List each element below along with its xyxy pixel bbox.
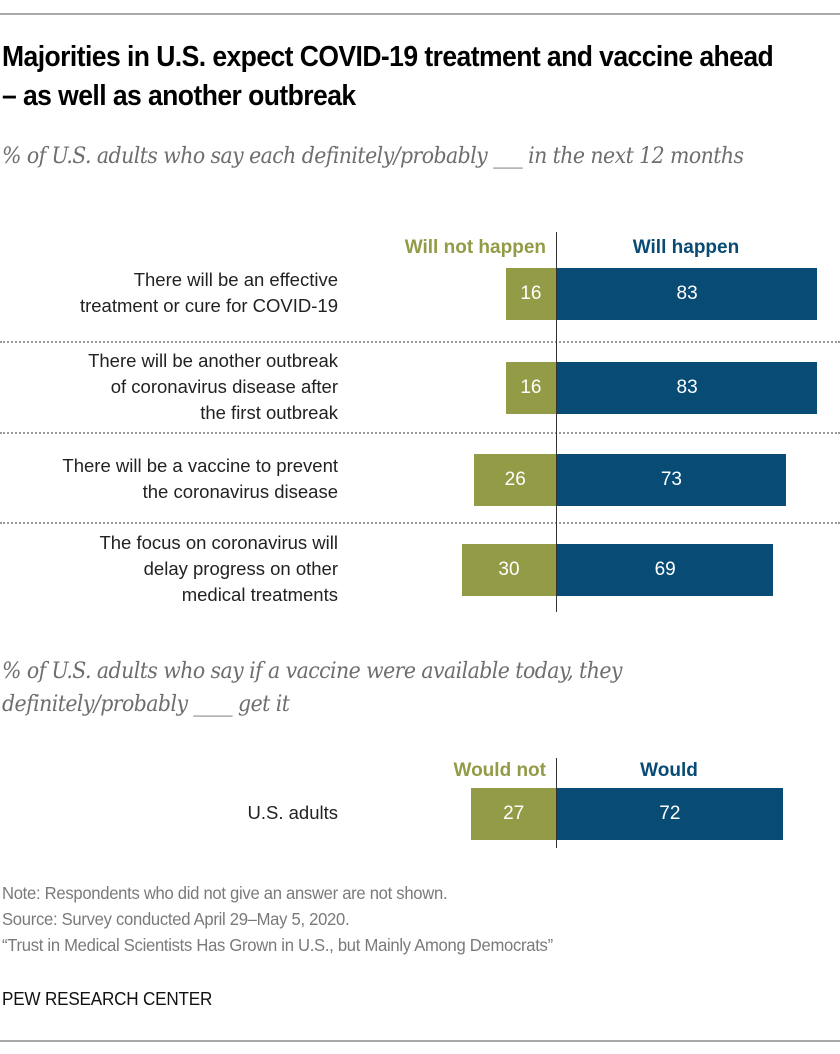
source-text: Source: Survey conducted April 29–May 5,… — [2, 909, 350, 929]
row-label: There will be another outbreak of coronav… — [0, 348, 338, 426]
chart-2-subtitle: % of U.S. adults who say if a vaccine we… — [2, 659, 622, 717]
diverging-bar-chart-vaccine-uptake: Would not Would U.S. adults 27 72 — [0, 758, 783, 848]
row-label-line: U.S. adults — [247, 802, 339, 823]
row-label-line: There will be another outbreak — [88, 350, 338, 371]
data-label-positive: 73 — [660, 469, 682, 490]
note-text: Note: Respondents who did not give an an… — [2, 883, 448, 903]
bar-negative: 27 — [471, 788, 556, 840]
data-label-negative: 27 — [503, 803, 525, 824]
bar-negative: 30 — [461, 544, 556, 596]
legend-would: Would — [640, 760, 698, 781]
row-divider — [0, 522, 840, 524]
data-label-positive: 83 — [676, 377, 698, 398]
bar-negative: 16 — [505, 268, 556, 320]
row-label-line: medical treatments — [181, 584, 338, 605]
data-label-negative: 30 — [498, 559, 520, 580]
report-title-text: “Trust in Medical Scientists Has Grown i… — [2, 935, 553, 955]
data-label-positive: 69 — [654, 559, 676, 580]
row-label: There will be a vaccine to prevent the co… — [0, 453, 338, 505]
pew-research-center-logo: PEW RESEARCH CENTER — [2, 989, 213, 1009]
row-label: There will be an effective treatment or c… — [0, 267, 338, 319]
legend-will-happen: Will happen — [632, 237, 740, 258]
row-label-line: treatment or cure for COVID-19 — [79, 295, 338, 316]
chart-1-subtitle: % of U.S. adults who say each definitely… — [2, 144, 744, 169]
row-divider — [0, 341, 840, 343]
zero-axis — [556, 232, 557, 612]
bar-positive: 73 — [557, 454, 786, 506]
row-label-line: There will be a vaccine to prevent — [62, 455, 338, 476]
chart-title: Majorities in U.S. expect COVID-19 treat… — [2, 41, 774, 112]
data-label-negative: 16 — [520, 377, 542, 398]
bar-negative: 16 — [505, 362, 556, 414]
row-label: U.S. adults — [0, 800, 339, 826]
row-label-line: There will be an effective — [133, 269, 338, 290]
data-label-negative: 16 — [520, 283, 542, 304]
bottom-rule — [0, 1040, 840, 1042]
row-label: The focus on coronavirus will delay progr… — [0, 530, 338, 608]
bar-negative: 26 — [474, 454, 556, 506]
data-label-positive: 83 — [676, 283, 698, 304]
row-label-line: delay progress on other — [143, 558, 338, 579]
row-label-line: The focus on coronavirus will — [99, 532, 338, 553]
notes: Note: Respondents who did not give an an… — [2, 880, 553, 958]
data-label-negative: 26 — [504, 469, 526, 490]
row-label-line: the coronavirus disease — [142, 481, 338, 502]
diverging-bar-chart-expectations: Will not happen Will happen There will b… — [0, 232, 840, 612]
row-divider — [0, 432, 840, 434]
bar-positive: 83 — [557, 362, 818, 414]
row-label-line: the first outbreak — [200, 402, 338, 423]
bar-positive: 69 — [557, 544, 774, 596]
legend-would-not: Would not — [453, 760, 546, 781]
bar-positive: 72 — [557, 788, 783, 840]
bar-positive: 83 — [557, 268, 818, 320]
data-label-positive: 72 — [659, 803, 681, 824]
row-label-line: of coronavirus disease after — [110, 376, 338, 397]
legend-will-not-happen: Will not happen — [404, 237, 546, 258]
zero-axis — [556, 758, 557, 848]
top-rule — [0, 13, 840, 15]
